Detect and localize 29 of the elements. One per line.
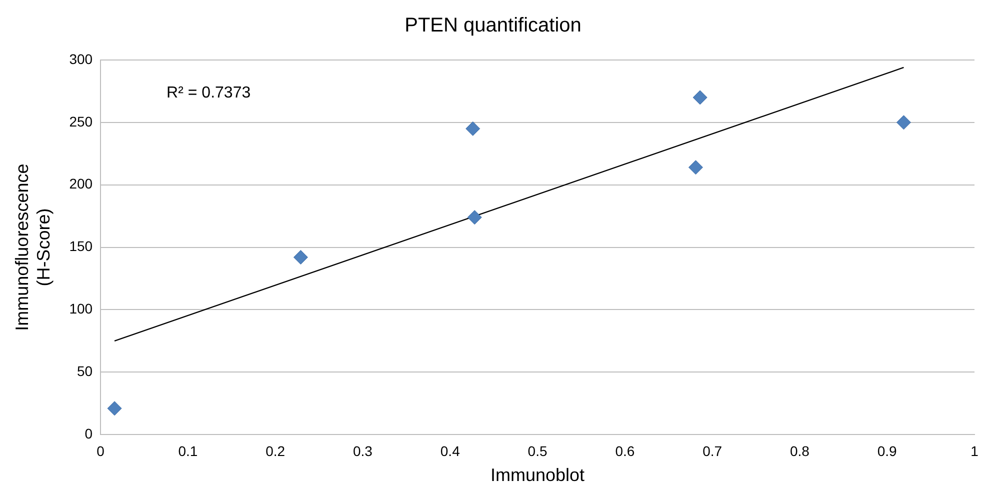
- point: [688, 160, 703, 175]
- x-tick-label: 0.8: [790, 442, 810, 459]
- point: [293, 250, 308, 265]
- x-tick-label: 0.3: [353, 442, 373, 459]
- x-tick-label: 0.4: [440, 442, 460, 459]
- point: [692, 90, 708, 105]
- x-tick-label: 0.1: [178, 442, 198, 459]
- y-tick-label: 100: [69, 300, 93, 317]
- x-tick-label: 1: [970, 442, 979, 459]
- y-tick-label: 0: [84, 425, 93, 442]
- point: [466, 121, 480, 136]
- point: [107, 401, 122, 416]
- point: [896, 115, 911, 130]
- x-tick-label: 0: [96, 442, 105, 459]
- y-tick-label: 50: [76, 363, 93, 380]
- x-tick-label: 0.5: [528, 442, 548, 459]
- y-tick-label: 150: [69, 238, 93, 254]
- chart-title: PTEN quantification: [404, 14, 582, 37]
- x-axis-title: Immunoblot: [490, 465, 585, 486]
- x-tick-label: 0.9: [877, 442, 898, 459]
- y-tick-label: 300: [69, 50, 93, 67]
- y-tick-label: 200: [69, 176, 93, 192]
- point: [467, 210, 482, 225]
- x-tick-label: 0.2: [266, 442, 286, 459]
- x-tick-label: 0.7: [702, 442, 722, 459]
- y-axis-title: Immunofluorescence (H-Score): [12, 164, 54, 331]
- annotation: R² = 0.7373: [166, 84, 251, 102]
- y-tick-label: 250: [69, 113, 93, 130]
- x-tick-label: 0.6: [615, 442, 635, 459]
